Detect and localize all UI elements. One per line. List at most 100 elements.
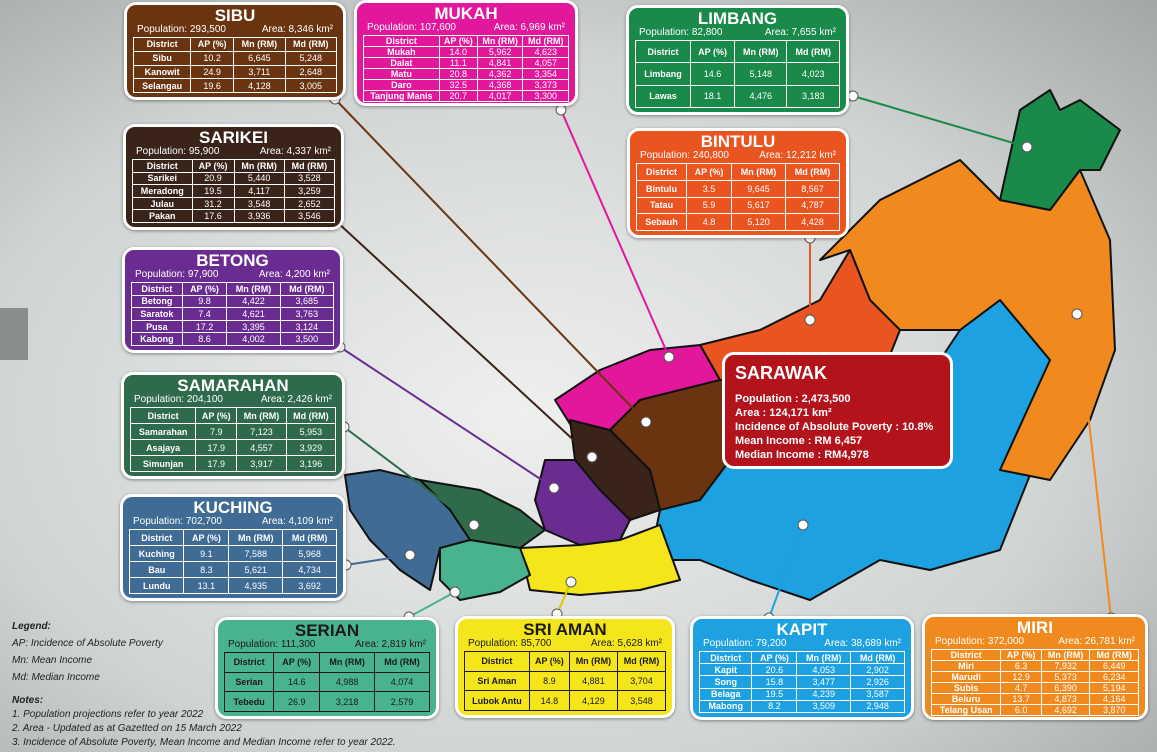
nav-tab[interactable] xyxy=(0,308,28,360)
division-info: Population: 85,700 Area: 5,628 km² xyxy=(464,638,666,650)
column-header: AP (%) xyxy=(195,407,238,424)
district-row: Saratok 7.4 4,621 3,763 xyxy=(131,307,335,321)
cell: Selangau xyxy=(132,78,192,93)
column-header: District xyxy=(634,39,692,64)
division-box: SERIAN Population: 111,300 Area: 2,819 km²… xyxy=(215,617,439,719)
cell: Tatau xyxy=(636,196,687,215)
division-title: KUCHING xyxy=(193,498,273,517)
leader-line xyxy=(345,554,411,566)
cell: 6.0 xyxy=(1000,704,1042,716)
district-row: Kabong 8.6 4,002 3,500 xyxy=(131,332,335,346)
district-table: District AP (%) Mn (RM) Md (RM) Bintulu 3.5 9,… xyxy=(636,163,840,231)
cell: 3,711 xyxy=(233,64,286,80)
area: Area: 2,819 km² xyxy=(354,639,426,650)
cell: 3,183 xyxy=(786,84,840,109)
column-header: AP (%) xyxy=(751,650,798,665)
cell: 3,509 xyxy=(796,699,852,714)
cell: Matu xyxy=(363,68,440,80)
legend-item: Md: Median Income xyxy=(12,672,100,683)
header-row: District AP (%) Mn (RM) Md (RM) xyxy=(132,37,338,52)
cell: Lawas xyxy=(634,84,692,109)
header-row: District AP (%) Mn (RM) Md (RM) xyxy=(128,529,337,546)
state-stat: Population : 2,473,500 xyxy=(735,393,851,405)
division-box: KUCHING Population: 702,700 Area: 4,109 km… xyxy=(120,494,346,601)
cell: 14.6 xyxy=(690,62,735,86)
cell: 4,623 xyxy=(522,46,569,58)
column-header: District xyxy=(636,163,687,181)
cell: Meradong xyxy=(132,184,193,198)
cell: 32.5 xyxy=(438,79,478,91)
district-table: District AP (%) Mn (RM) Md (RM) Serian 14.6 4,… xyxy=(223,652,430,712)
area: Area: 4,337 km² xyxy=(259,146,331,157)
column-header: AP (%) xyxy=(690,39,735,64)
cell: 4,053 xyxy=(796,663,852,677)
cell: 3.5 xyxy=(685,179,733,198)
area: Area: 26,781 km² xyxy=(1058,636,1135,647)
district-row: Pakan 17.6 3,936 3,546 xyxy=(132,209,336,223)
cell: 5.9 xyxy=(685,196,733,215)
column-header: Mn (RM) xyxy=(319,652,376,673)
legend-title: Legend: xyxy=(12,621,51,632)
column-header: Mn (RM) xyxy=(226,282,281,296)
leader-line xyxy=(336,221,593,458)
cell: 20.6 xyxy=(751,663,798,677)
district-row: Limbang 14.6 5,148 4,023 xyxy=(634,62,840,86)
map-dot xyxy=(404,549,416,561)
column-header: District xyxy=(223,652,275,673)
district-row: Sibu 10.2 6,645 5,248 xyxy=(132,50,338,66)
cell: Kanowit xyxy=(132,64,192,80)
cell: 4.7 xyxy=(1000,682,1042,694)
cell: 5,953 xyxy=(285,423,337,440)
map-dot xyxy=(565,576,577,588)
column-header: Md (RM) xyxy=(785,163,840,181)
district-row: Daro 32.5 4,368 3,373 xyxy=(363,79,569,91)
district-row: Tatau 5.9 5,617 4,787 xyxy=(636,196,840,215)
cell: 4,074 xyxy=(374,671,430,693)
header-row: District AP (%) Mn (RM) Md (RM) xyxy=(636,163,840,181)
cell: 3,704 xyxy=(616,670,667,692)
cell: Sarikei xyxy=(132,171,193,186)
cell: Bau xyxy=(128,561,185,578)
division-title: BINTULU xyxy=(700,132,776,151)
division-title: LIMBANG xyxy=(697,9,778,28)
leader-line xyxy=(852,95,1028,148)
cell: Daro xyxy=(363,79,440,91)
leader-line xyxy=(408,591,456,618)
cell: 5,968 xyxy=(282,545,337,562)
cell: 4,117 xyxy=(233,184,285,198)
column-header: Mn (RM) xyxy=(236,407,287,424)
column-header: District xyxy=(132,37,192,52)
cell: 2,652 xyxy=(283,196,336,211)
column-header: District xyxy=(698,650,753,665)
division-info: Population: 372,000 Area: 26,781 km² xyxy=(931,636,1139,648)
cell: 2,926 xyxy=(850,675,905,689)
division-box: BINTULU Population: 240,800 Area: 12,212 k… xyxy=(627,128,849,238)
district-table: District AP (%) Mn (RM) Md (RM) Limbang 14.6 5… xyxy=(634,39,840,109)
area: Area: 4,109 km² xyxy=(261,516,333,527)
division-box: SRI AMAN Population: 85,700 Area: 5,628 km… xyxy=(455,616,675,718)
column-header: Mn (RM) xyxy=(1040,649,1091,661)
cell: 8.9 xyxy=(528,670,570,692)
district-row: Serian 14.6 4,988 4,074 xyxy=(223,671,430,693)
cell: 4,692 xyxy=(1040,704,1091,716)
note: 3. Incidence of Absolute Poverty, Mean I… xyxy=(12,737,396,748)
cell: Pakan xyxy=(132,209,193,223)
state-stat: Incidence of Absolute Poverty : 10.8% xyxy=(735,421,934,433)
cell: Pusa xyxy=(131,319,183,334)
cell: Telang Usan xyxy=(930,704,1002,716)
cell: 3,936 xyxy=(233,209,285,223)
cell: 17.9 xyxy=(195,455,238,472)
district-table: District AP (%) Mn (RM) Md (RM) Miri 6.3 7,932… xyxy=(930,649,1139,716)
district-row: Song 15.8 3,477 2,926 xyxy=(698,675,905,689)
cell: Belaga xyxy=(698,687,753,701)
cell: 4,841 xyxy=(476,57,524,69)
district-row: Tanjung Manis 20.7 4,017 3,300 xyxy=(363,90,569,102)
district-row: Subis 4.7 6,390 5,194 xyxy=(930,682,1139,694)
cell: Tanjung Manis xyxy=(363,90,440,102)
cell: 5,962 xyxy=(476,46,524,58)
cell: 4,362 xyxy=(476,68,524,80)
column-header: Mn (RM) xyxy=(228,529,284,546)
cell: 3,763 xyxy=(279,307,335,321)
district-row: Sarikei 20.9 5,440 3,528 xyxy=(132,171,336,186)
